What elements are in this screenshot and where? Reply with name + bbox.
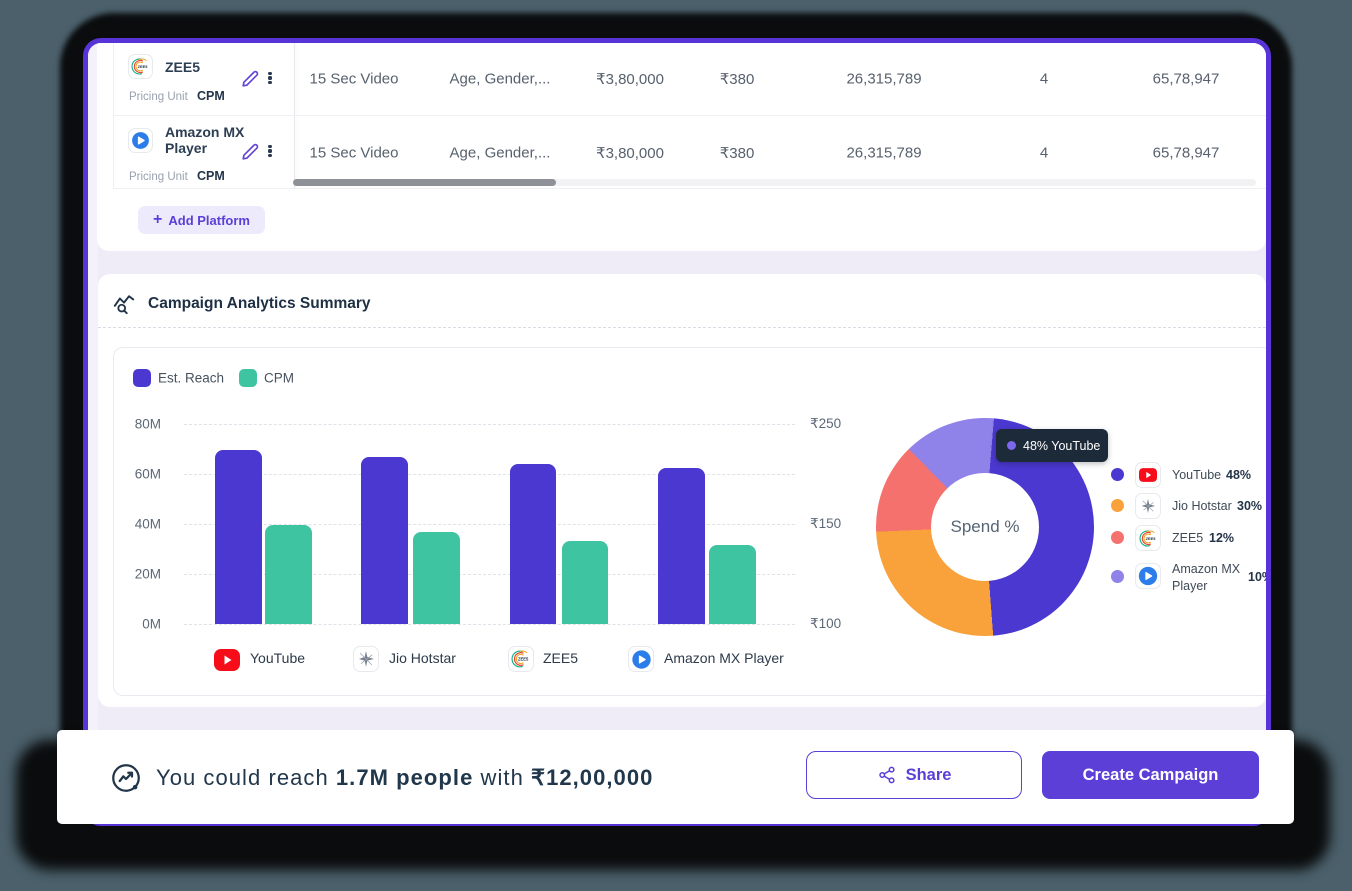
- svg-text:ZEE5: ZEE5: [138, 64, 149, 69]
- svg-text:ZEE5: ZEE5: [1145, 536, 1156, 541]
- svg-text:ZEE5: ZEE5: [518, 657, 529, 662]
